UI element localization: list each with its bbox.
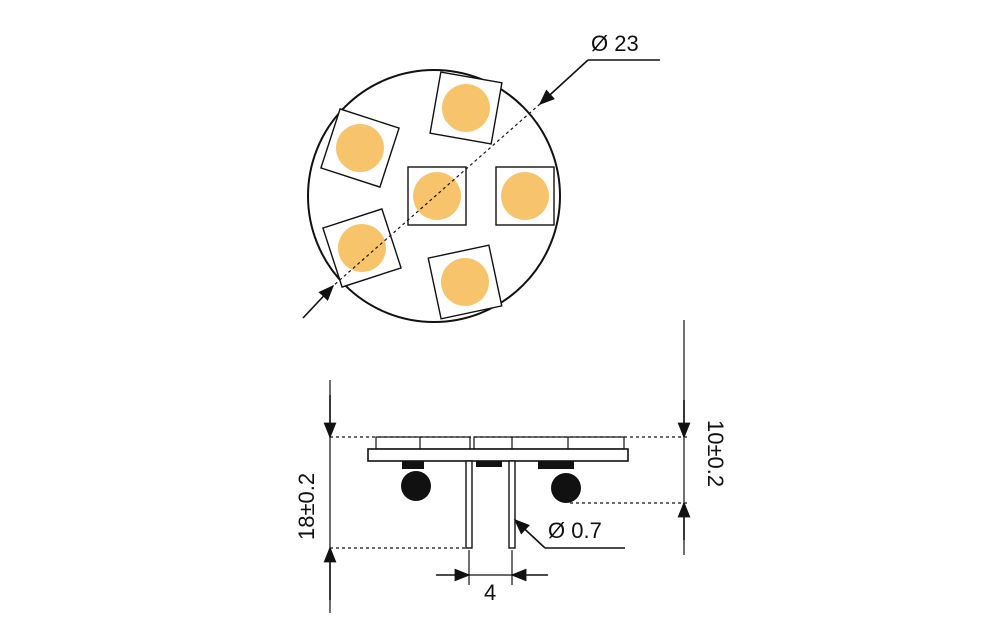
led-lower-left	[322, 208, 402, 288]
side-view: 18±0.2 10±0.2 Ø 0.7 4	[294, 320, 728, 613]
component-capacitor-right	[551, 473, 581, 503]
top-view: Ø 23	[302, 31, 660, 323]
diameter-label: Ø 23	[591, 31, 639, 56]
component-smd-left	[402, 461, 424, 469]
diameter-arrow-bottom	[302, 284, 335, 319]
led-package-left	[375, 436, 471, 450]
led-center	[407, 166, 467, 226]
pin-left	[465, 460, 473, 549]
dim-18-label: 18±0.2	[294, 473, 319, 540]
pcb-board	[367, 448, 629, 462]
led-upper-left	[320, 108, 400, 188]
pin-diameter-label: Ø 0.7	[548, 518, 602, 543]
pin-diameter-leader	[513, 518, 546, 549]
pin-spacing-label: 4	[484, 580, 496, 605]
led-package-right	[473, 436, 625, 450]
dim-10-label: 10±0.2	[703, 420, 728, 487]
led-top	[429, 71, 503, 145]
pin-right	[508, 460, 516, 549]
diameter-arrow-top	[538, 59, 589, 106]
component-smd-mid	[476, 461, 502, 467]
led-right	[495, 166, 555, 226]
component-capacitor-left	[401, 471, 431, 501]
led-bottom	[427, 244, 503, 320]
component-smd-right	[538, 461, 574, 469]
diameter-line	[332, 103, 541, 287]
